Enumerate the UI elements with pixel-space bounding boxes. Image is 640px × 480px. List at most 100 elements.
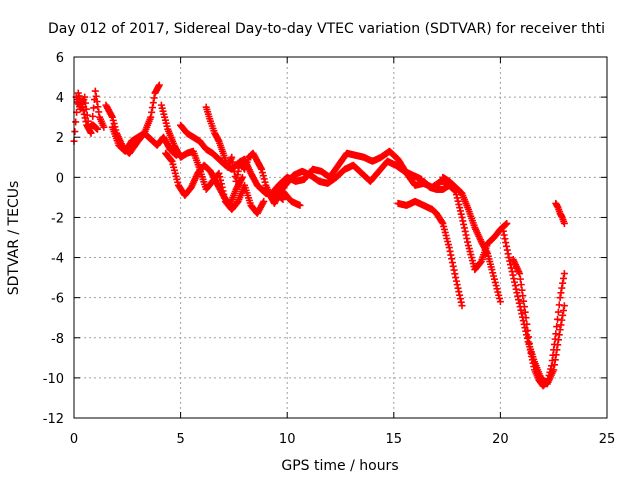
y-tick-label: 0 [56,171,64,186]
data-point [491,278,499,286]
data-point [545,371,553,379]
data-point [493,285,501,293]
data-point [261,178,269,186]
data-point [496,298,504,306]
data-point [496,294,504,302]
data-point [558,284,566,292]
data-point [560,219,568,227]
data-point [544,375,552,383]
data-point [560,274,568,282]
data-point [149,99,157,107]
data-point [229,158,237,166]
data-point [503,219,511,227]
data-point [556,326,564,334]
data-point [82,99,90,107]
series-arc-4 [108,123,180,159]
data-point [259,172,267,180]
x-tick-label: 10 [279,432,296,447]
data-point [148,104,156,112]
data-point [559,279,567,287]
data-point [560,270,568,278]
grid [74,57,607,418]
data-points [70,81,568,390]
data-point [89,112,97,120]
data-point [525,339,533,347]
x-tick-label: 20 [492,432,509,447]
y-tick-label: 2 [56,131,64,146]
data-point [542,379,550,387]
data-point [557,321,565,329]
data-point [83,111,91,119]
data-point [108,113,116,121]
data-point [147,113,155,121]
data-point [458,302,466,310]
data-point [71,128,79,136]
data-point [94,103,102,111]
data-point [488,266,496,274]
data-point [148,108,156,116]
data-point [558,316,566,324]
plot-frame [73,56,608,419]
data-point [553,323,561,331]
data-point [81,93,89,101]
data-point [525,333,533,341]
y-tick-label: -4 [51,252,64,267]
series-arc-6 [162,149,246,209]
y-tick-label: 4 [56,91,64,106]
series-arc-11 [394,197,466,310]
data-point [109,116,117,124]
x-tick-label: 15 [386,432,403,447]
data-point [87,129,95,137]
data-point [552,330,560,338]
data-point [554,308,562,316]
data-point [92,92,100,100]
y-tick-label: -10 [43,372,64,387]
data-point [258,169,266,177]
data-point [547,365,555,373]
data-point [495,291,503,299]
data-point [492,282,500,290]
data-point [494,288,502,296]
data-point [228,153,236,161]
y-tick-label: 6 [56,51,64,66]
data-point [554,315,562,323]
chart-title: Day 012 of 2017, Sidereal Day-to-day VTE… [48,21,605,37]
data-point [90,104,98,112]
data-point [523,320,531,328]
x-tick-label: 25 [599,432,616,447]
data-point [555,301,563,309]
data-point [84,117,92,125]
axis-ticks [73,56,608,419]
data-point [260,175,268,183]
data-point [560,302,568,310]
data-point [93,98,101,106]
data-point [91,87,99,95]
y-tick-label: -2 [51,211,64,226]
data-point [95,108,103,116]
data-point [150,94,158,102]
data-point [110,120,118,128]
data-point [559,311,567,319]
x-tick-label: 5 [176,432,184,447]
axis-tick-labels: 0 5 10 15 20 25 -12 -10 -8 -6 -4 -2 0 2 4 6 [43,51,616,447]
data-point [556,294,564,302]
data-point [258,165,266,173]
series-arc-10 [273,157,426,201]
data-point [229,163,237,171]
data-point [560,307,568,315]
data-point [490,275,498,283]
data-point [100,123,108,131]
data-point [557,289,565,297]
series-arc-13 [439,173,504,306]
data-point [82,105,90,113]
y-axis-label: SDTVAR / TECUs [6,181,22,296]
y-tick-label: -6 [51,292,64,307]
series-arc-2 [72,93,101,133]
data-point [522,314,530,322]
data-point [543,378,551,386]
data-point [546,368,554,376]
data-point [260,197,268,205]
y-tick-label: -12 [43,412,64,427]
data-point [296,201,304,209]
